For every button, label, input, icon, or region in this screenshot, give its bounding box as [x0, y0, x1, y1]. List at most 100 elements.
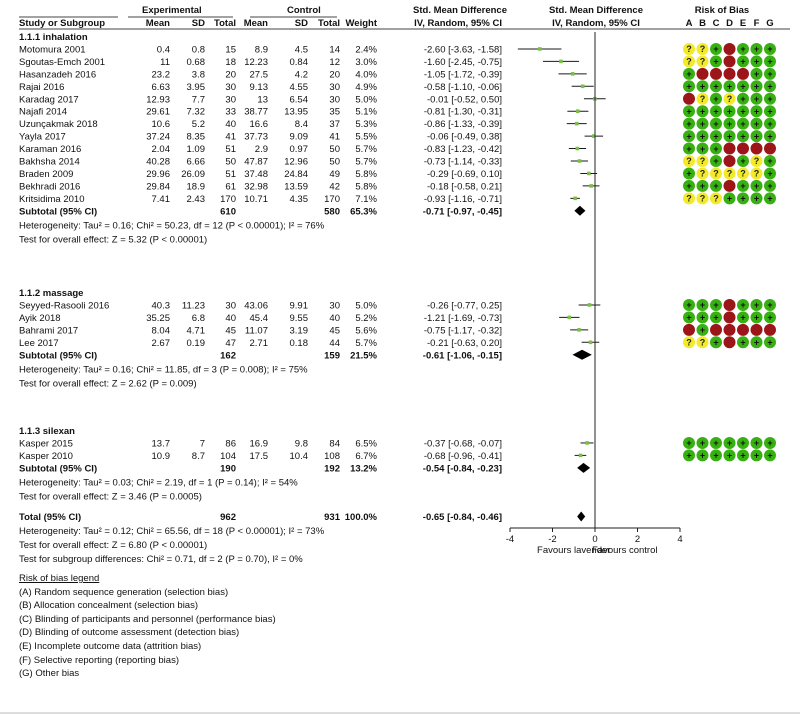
- ctrl-sd: 6.54: [290, 94, 309, 105]
- ctrl-sd: 9.55: [290, 313, 309, 324]
- rob-dot: [750, 167, 763, 180]
- rob-symbol: +: [740, 82, 745, 92]
- ctrl-mean: 8.9: [255, 44, 268, 55]
- rob-dot: [723, 130, 736, 143]
- rob-dot: [764, 336, 776, 349]
- legend-item-e: (E) Incomplete outcome data (attrition b…: [19, 640, 202, 652]
- rob-symbol: +: [754, 438, 759, 448]
- x-tick-label: 2: [635, 534, 640, 545]
- rob-dot: [696, 80, 709, 93]
- plot-subheader: IV, Random, 95% CI: [552, 18, 640, 29]
- rob-dot: [696, 105, 709, 118]
- exp-total: 51: [225, 169, 236, 180]
- rob-dot: [737, 117, 749, 130]
- ctrl-sd: 10.4: [290, 451, 309, 462]
- exp-total: 18: [225, 57, 236, 68]
- rob-dot: [683, 323, 695, 336]
- study-weight: 7.1%: [355, 194, 377, 205]
- study-square: [577, 159, 582, 163]
- total-overall-effect-text: Test for overall effect: Z = 6.80 (P < 0…: [19, 540, 207, 551]
- exp-total: 47: [225, 338, 236, 349]
- rob-symbol: +: [713, 57, 718, 67]
- rob-symbol: +: [727, 82, 732, 92]
- rob-symbol: +: [754, 451, 759, 461]
- rob-symbol: ?: [700, 338, 706, 348]
- rob-symbol: ?: [686, 194, 692, 204]
- ctrl-total: 49: [329, 169, 340, 180]
- ctrl-total: 45: [329, 325, 340, 336]
- exp-sd: 7.7: [192, 94, 205, 105]
- rob-symbol: +: [713, 119, 718, 129]
- exp-mean: 10.9: [152, 451, 171, 462]
- exp-sd: 26.09: [181, 169, 205, 180]
- rob-symbol: +: [700, 438, 705, 448]
- x-tick-label: -2: [548, 534, 556, 545]
- study-name: Braden 2009: [19, 169, 73, 180]
- ctrl-sd: 0.18: [290, 338, 309, 349]
- study-smd-ci: -0.93 [-1.16, -0.71]: [424, 194, 502, 205]
- study-square: [585, 441, 589, 445]
- subgroup-differences-text: Test for subgroup differences: Chi² = 0.…: [19, 554, 303, 565]
- ctrl-sd: 0.97: [290, 144, 309, 155]
- subtotal-weight: 21.5%: [350, 350, 377, 361]
- ctrl-mean: 37.73: [244, 132, 268, 143]
- study-square: [574, 121, 579, 126]
- rob-symbol: +: [740, 44, 745, 54]
- rob-dot: [723, 67, 736, 80]
- rob-dot: [710, 142, 722, 155]
- legend-item-c: (C) Blinding of participants and personn…: [19, 613, 276, 625]
- rob-dot: [710, 311, 722, 324]
- study-name: Bekhradi 2016: [19, 181, 80, 192]
- rob-dot: [710, 80, 722, 93]
- rob-symbol: +: [713, 106, 718, 116]
- exp-total: 51: [225, 144, 236, 155]
- rob-dot: [723, 323, 736, 336]
- exp-sd: 8.7: [192, 451, 205, 462]
- study-name: Najafi 2014: [19, 107, 67, 118]
- rob-dot: [764, 311, 776, 324]
- ctrl-mean: 12.23: [244, 57, 268, 68]
- exp-sd: 8.35: [187, 132, 206, 143]
- study-square: [537, 47, 542, 51]
- rob-dot: [737, 167, 749, 180]
- rob-dot: [696, 130, 709, 143]
- heterogeneity-text: Heterogeneity: Tau² = 0.16; Chi² = 11.85…: [19, 364, 308, 375]
- rob-symbol: ?: [686, 338, 692, 348]
- rob-symbol: +: [686, 451, 691, 461]
- exp-mean: 10.6: [152, 119, 171, 130]
- study-smd-ci: -0.83 [-1.23, -0.42]: [424, 144, 502, 155]
- ctrl-sd: 4.35: [290, 194, 309, 205]
- study-name: Karaman 2016: [19, 144, 81, 155]
- exp-sd: 2.43: [187, 194, 206, 205]
- rob-dot: [764, 155, 776, 167]
- rob-dot: [764, 55, 776, 68]
- ctrl-mean: 9.13: [250, 82, 269, 93]
- study-name: Bahrami 2017: [19, 325, 78, 336]
- ctrl-total: 42: [329, 181, 340, 192]
- exp-mean: 23.2: [152, 69, 171, 80]
- experimental-header: Experimental: [142, 5, 202, 16]
- rob-dot: [737, 130, 749, 143]
- study-name: Ayik 2018: [19, 313, 61, 324]
- ctrl-mean: 2.71: [250, 338, 269, 349]
- rob-symbol: +: [754, 82, 759, 92]
- study-name: Sgoutas-Emch 2001: [19, 57, 105, 68]
- study-weight: 5.3%: [355, 119, 377, 130]
- rob-symbol: +: [740, 57, 745, 67]
- risk-of-bias-legend: Risk of bias legend (A) Random sequence …: [19, 572, 276, 681]
- rob-symbol: +: [767, 300, 772, 310]
- rob-dot: [750, 323, 763, 336]
- rob-symbol: +: [754, 94, 759, 104]
- exp-sd: 3.8: [192, 69, 205, 80]
- study-smd-ci: -0.26 [-0.77, 0.25]: [427, 300, 502, 311]
- rob-symbol: +: [740, 313, 745, 323]
- study-square: [570, 72, 575, 76]
- rob-symbol: +: [727, 451, 732, 461]
- exp-mean: 11: [160, 57, 170, 68]
- rob-dot: [683, 67, 695, 80]
- rob-symbol: +: [754, 181, 759, 191]
- ctrl-mean: 16.6: [250, 119, 269, 130]
- study-weight: 5.7%: [355, 144, 377, 155]
- rob-dot: [737, 67, 749, 80]
- rob-symbol: +: [713, 313, 718, 323]
